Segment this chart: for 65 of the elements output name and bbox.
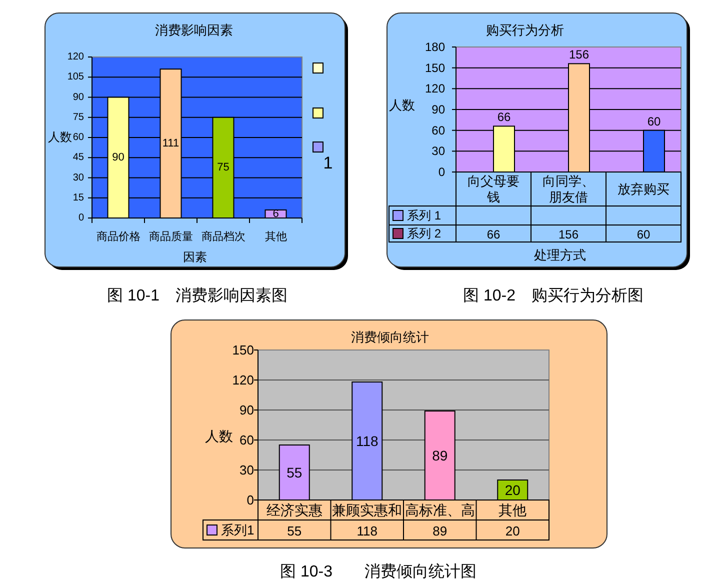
x-tick-label: 其他 [264,230,287,243]
y-tick-label: 60 [72,132,84,143]
caption: 图 10-3 消费倾向统计图 [280,562,476,580]
y-tick-label: 120 [232,372,254,388]
x-tick-label: 放弃购买 [618,182,670,196]
y-tick-label: 30 [240,462,254,478]
y-tick-label: 30 [432,144,446,158]
data-label: 55 [286,464,302,480]
x-tick-label: 高标准、高 [404,502,475,518]
y-tick-label: 75 [72,112,84,123]
data-label: 111 [162,138,180,150]
chart-title: 消费倾向统计 [351,330,429,344]
y-tick-label: 45 [72,152,84,164]
data-label: 90 [112,152,124,164]
legend-label: 系列 1 [407,208,442,222]
legend-label: 系列1 [221,522,254,538]
chart-title: 消费影响因素 [155,22,233,38]
y-tick-label: 105 [67,72,84,83]
y-tick-label: 60 [432,123,446,138]
y-axis-title: 人数 [205,428,233,444]
data-label: 89 [432,524,448,538]
x-tick-label: 商品档次 [201,230,246,243]
x-tick-label: 向父母要钱 [468,174,520,204]
caption: 图 10-2 购买行为分析图 [463,286,644,304]
x-tick-label: 兼顾实惠和 [332,502,402,518]
y-tick-label: 0 [438,165,446,179]
y-tick-label: 60 [240,432,254,448]
data-label: 60 [647,114,661,128]
x-tick-label: 向同学、朋友借 [542,174,594,204]
legend-label: 系列 2 [407,226,442,240]
x-tick-label: 经济实惠 [266,502,322,518]
x-tick-label: 商品质量 [148,230,193,243]
x-tick-label: 商品价格 [96,230,140,243]
data-label: 156 [558,228,579,242]
text: 1 [323,154,333,172]
x-tick-label: 其他 [498,502,527,518]
data-label: 66 [486,228,500,242]
y-tick-label: 90 [240,402,254,418]
chart-title: 购买行为分析 [486,22,564,38]
data-label: 89 [432,448,448,464]
x-axis-title: 因素 [183,250,207,264]
data-label: 75 [217,162,230,174]
y-tick-label: 0 [246,492,254,508]
y-axis-title: 人数 [389,98,415,112]
y-tick-label: 150 [232,342,254,358]
y-tick-label: 30 [72,172,84,184]
data-label: 66 [497,110,511,124]
data-label: 118 [356,433,378,449]
data-label: 20 [505,524,520,538]
y-tick-label: 120 [424,82,446,96]
y-tick-label: 90 [72,92,84,103]
data-label: 156 [568,48,590,62]
data-label: 55 [287,524,302,538]
data-label: 20 [504,482,520,498]
caption: 图 10-1 消费影响因素图 [107,286,288,304]
y-tick-label: 90 [432,102,446,116]
y-tick-label: 15 [72,192,84,204]
data-label: 118 [356,524,378,538]
x-axis-title: 处理方式 [534,248,586,262]
y-tick-label: 150 [424,60,446,75]
y-tick-label: 0 [78,212,84,224]
y-tick-label: 180 [424,40,446,54]
data-label: 60 [636,228,650,242]
y-tick-label: 120 [67,52,84,62]
y-axis-title: 人数 [48,130,72,144]
